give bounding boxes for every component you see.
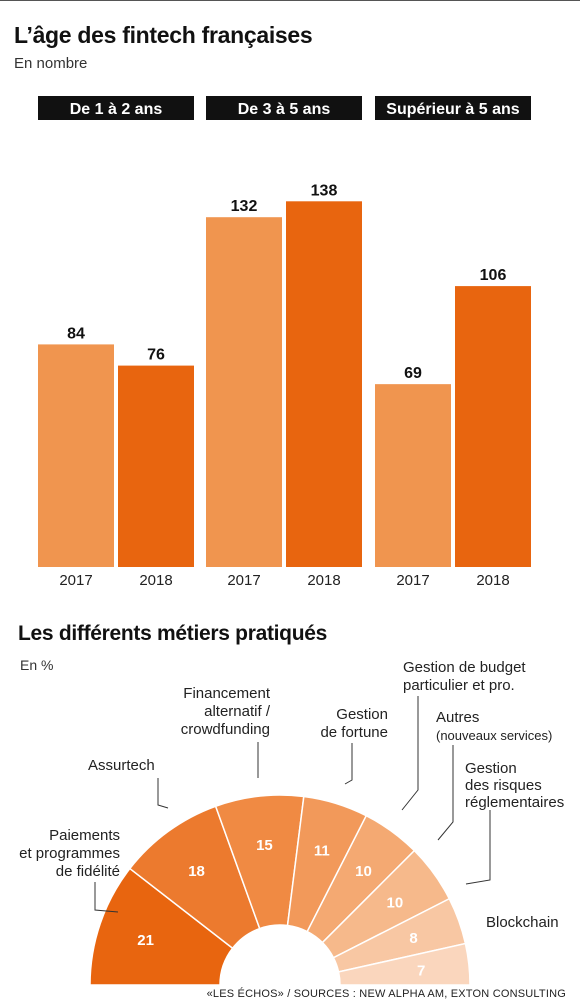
- bar: [455, 286, 531, 567]
- chart1-title: L’âge des fintech françaises: [14, 22, 313, 48]
- slice-category-label: Paiements: [49, 827, 120, 844]
- slice-value-label: 15: [256, 837, 273, 854]
- leader-line: [157, 778, 169, 809]
- bar: [375, 384, 451, 567]
- bar-value-label: 138: [311, 182, 338, 199]
- bar-value-label: 132: [231, 198, 258, 215]
- leader-line: [344, 743, 353, 785]
- group-header-label: De 1 à 2 ans: [70, 101, 163, 118]
- x-tick-label: 2018: [307, 572, 340, 589]
- x-tick-label: 2018: [139, 572, 172, 589]
- slice-value-label: 18: [188, 863, 205, 880]
- bar: [206, 217, 282, 567]
- leader-line: [437, 745, 454, 841]
- group-header-bg: [38, 96, 194, 120]
- chart1-subtitle: En nombre: [14, 55, 88, 72]
- group-header-label: Supérieur à 5 ans: [386, 101, 519, 118]
- slice-category-label: de fidélité: [56, 863, 120, 880]
- x-tick-label: 2017: [59, 572, 92, 589]
- slice-category-label: et programmes: [19, 845, 120, 862]
- group-header-bg: [206, 96, 362, 120]
- slice-category-label: Financement: [183, 685, 271, 702]
- chart2-subtitle: En %: [20, 657, 53, 673]
- x-tick-label: 2018: [476, 572, 509, 589]
- donut-slice: [337, 942, 471, 986]
- slice-category-label: de fortune: [320, 724, 388, 741]
- slice-category-label: Gestion de budget: [403, 659, 526, 676]
- slice-category-label: Autres: [436, 709, 479, 726]
- leader-line: [401, 696, 419, 811]
- slice-value-label: 10: [355, 863, 372, 880]
- slice-value-label: 10: [387, 895, 404, 912]
- slice-category-label: des risques: [465, 777, 542, 794]
- bar: [118, 365, 194, 567]
- bar-value-label: 106: [480, 267, 507, 284]
- leader-line: [465, 810, 491, 885]
- group-header-label: De 3 à 5 ans: [238, 101, 331, 118]
- slice-value-label: 11: [314, 842, 330, 859]
- bar: [38, 344, 114, 567]
- top-rule: [0, 0, 580, 1]
- slice-category-label: Gestion: [336, 706, 388, 723]
- slice-category-label: (nouveaux services): [436, 728, 552, 743]
- slice-value-label: 21: [137, 932, 154, 949]
- slice-value-label: 7: [417, 962, 425, 979]
- slice-category-label: Assurtech: [88, 757, 155, 774]
- chart2-title: Les différents métiers pratiqués: [18, 622, 327, 645]
- slice-category-label: particulier et pro.: [403, 677, 515, 694]
- slice-category-label: Gestion: [465, 760, 517, 777]
- slice-value-label: 8: [409, 930, 417, 947]
- bar-value-label: 76: [147, 347, 165, 364]
- slice-category-label: alternatif /: [204, 703, 271, 720]
- bar: [286, 201, 362, 568]
- bar-value-label: 69: [404, 365, 422, 382]
- x-tick-label: 2017: [396, 572, 429, 589]
- slice-category-label: crowdfunding: [181, 721, 270, 738]
- group-header-bg: [375, 96, 531, 120]
- bar-value-label: 84: [67, 325, 85, 342]
- slice-category-label: Blockchain: [486, 914, 559, 931]
- slice-category-label: réglementaires: [465, 794, 564, 811]
- leader-line: [94, 882, 119, 913]
- x-tick-label: 2017: [227, 572, 260, 589]
- source-note: «LES ÉCHOS» / SOURCES : NEW ALPHA AM, EX…: [206, 988, 566, 1000]
